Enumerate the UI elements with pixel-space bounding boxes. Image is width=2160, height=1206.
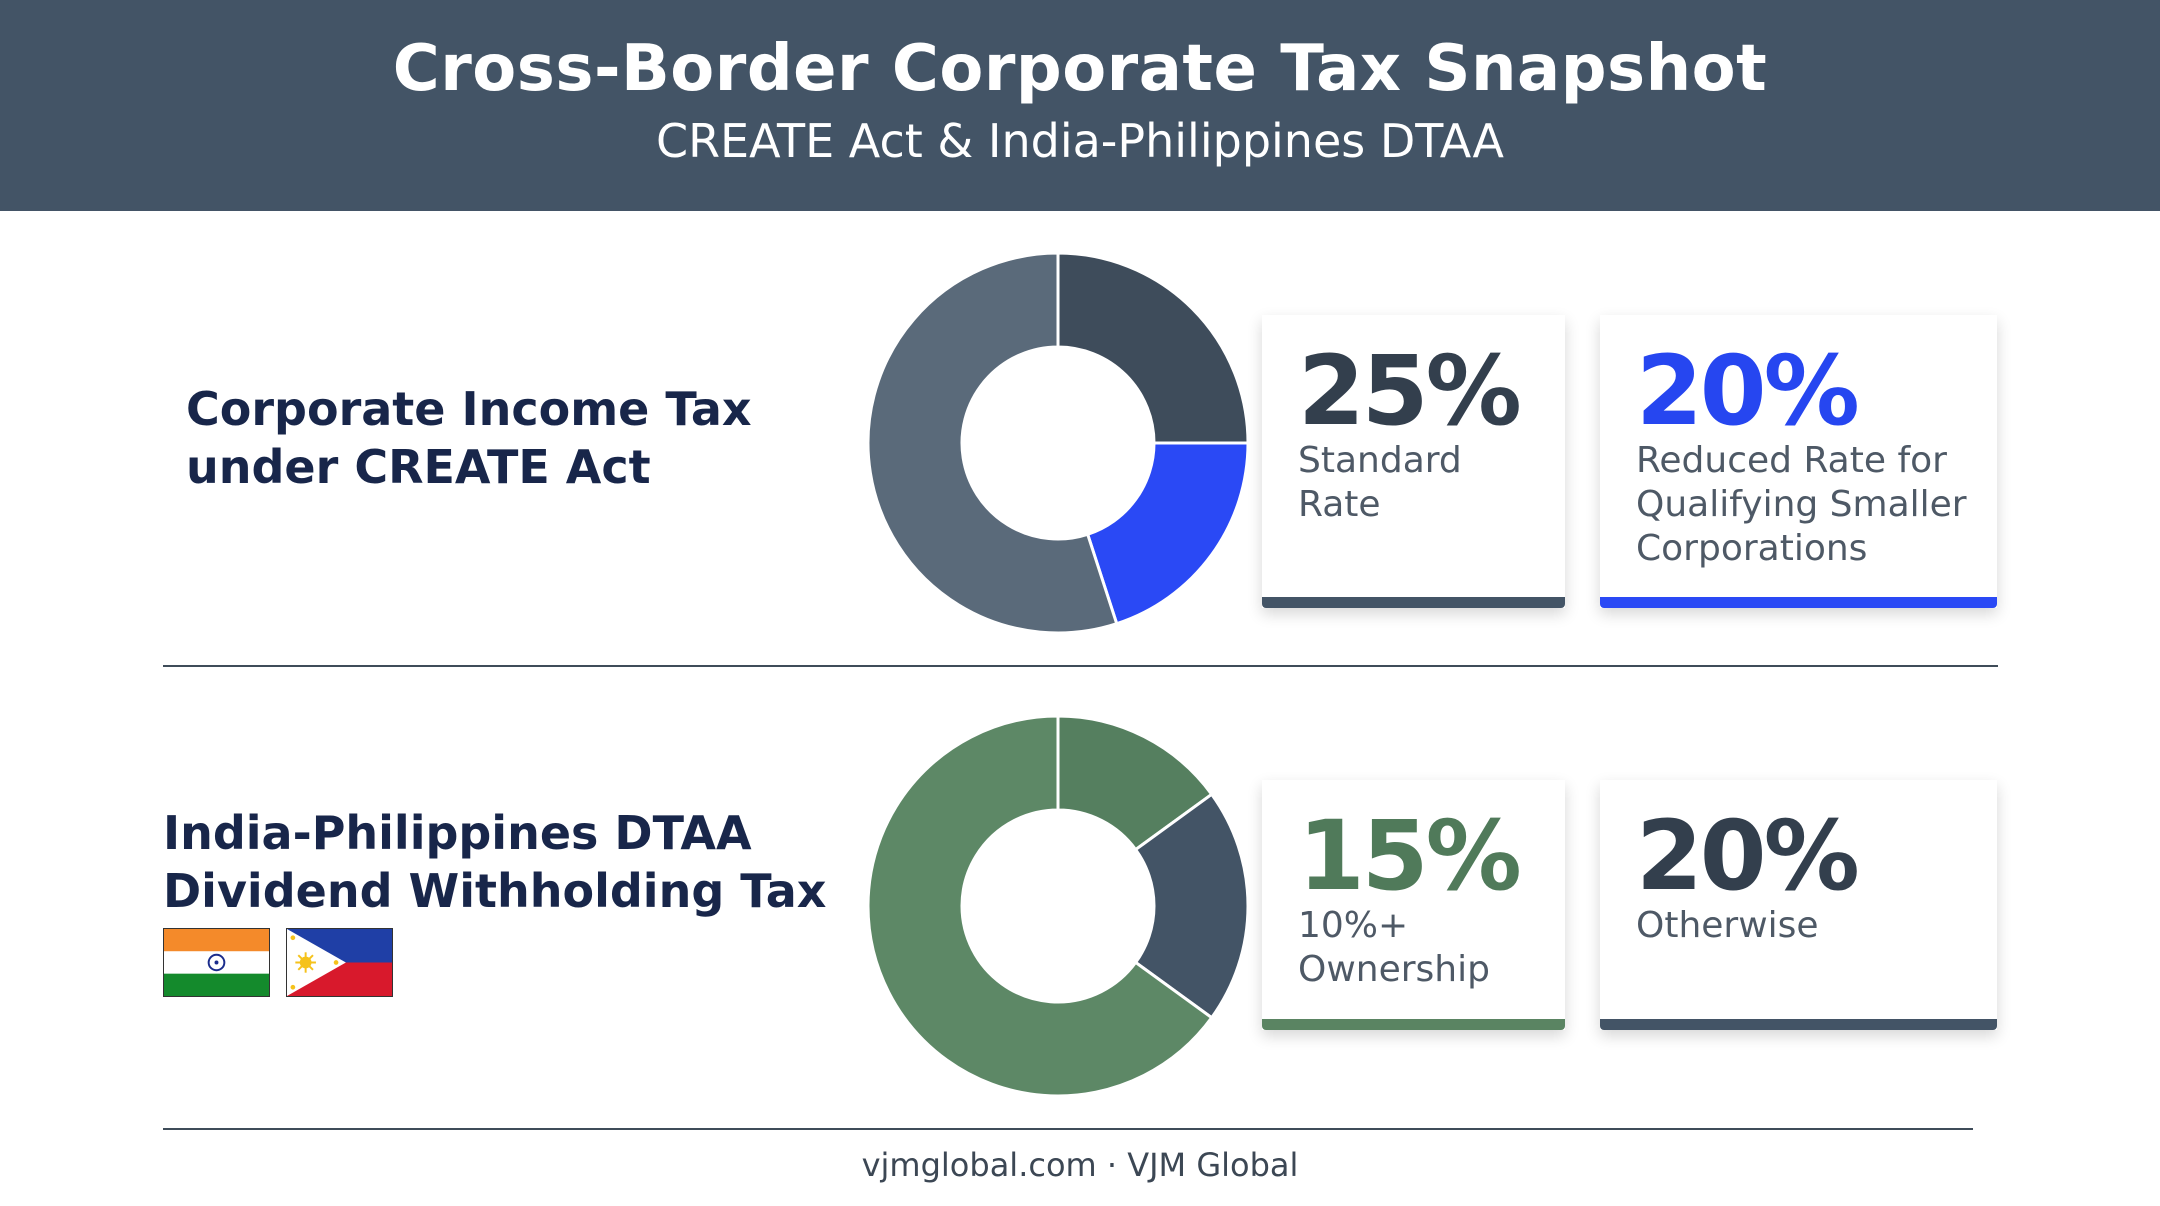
footer-divider (163, 1128, 1973, 1130)
donut-slice (866, 251, 1119, 635)
card-value: 25% (1298, 335, 1522, 447)
section-divider (163, 665, 1998, 667)
card-description: Reduced Rate for Qualifying Smaller Corp… (1636, 439, 1979, 571)
card-value: 20% (1636, 800, 1860, 912)
donut-slice (1085, 441, 1250, 626)
card-desc-line: Rate (1298, 484, 1381, 525)
card-description: Otherwise (1636, 904, 1979, 948)
header-banner: Cross-Border Corporate Tax Snapshot CREA… (0, 0, 2160, 211)
card-desc-line: Otherwise (1636, 905, 1819, 946)
donut-chart-dtaa (866, 714, 1250, 1098)
card-accent-bar (1262, 1019, 1565, 1030)
page-subtitle: CREATE Act & India-Philippines DTAA (655, 114, 1505, 168)
section-label-line: Corporate Income Tax (186, 382, 752, 436)
card-accent-bar (1262, 597, 1565, 608)
card-value: 20% (1636, 335, 1860, 447)
card-reduced-rate: 20% Reduced Rate for Qualifying Smaller … (1600, 315, 1997, 608)
card-ownership-rate: 15% 10%+ Ownership (1262, 780, 1565, 1030)
page-title: Cross-Border Corporate Tax Snapshot (392, 32, 1768, 106)
card-desc-line: Qualifying Smaller (1636, 484, 1967, 525)
section-label-dtaa: India-Philippines DTAA Dividend Withhold… (163, 804, 826, 920)
section-label-line: Dividend Withholding Tax (163, 864, 827, 918)
card-description: Standard Rate (1298, 439, 1547, 527)
card-desc-line: 10%+ (1298, 905, 1409, 946)
donut-slice (866, 714, 1214, 1098)
india-flag-icon (163, 928, 270, 997)
card-otherwise-rate: 20% Otherwise (1600, 780, 1997, 1030)
footer-credit: vjmglobal.com · VJM Global (861, 1146, 1299, 1184)
donut-slice (1056, 251, 1250, 445)
card-desc-line: Ownership (1298, 949, 1490, 990)
card-description: 10%+ Ownership (1298, 904, 1547, 992)
card-desc-line: Corporations (1636, 528, 1868, 569)
section-label-line: India-Philippines DTAA (163, 806, 752, 860)
card-accent-bar (1600, 597, 1997, 608)
card-value: 15% (1298, 800, 1522, 912)
donut-slice (1133, 792, 1250, 1020)
card-accent-bar (1600, 1019, 1997, 1030)
card-standard-rate: 25% Standard Rate (1262, 315, 1565, 608)
section-label-line: under CREATE Act (186, 440, 651, 494)
philippines-flag-icon (286, 928, 393, 997)
section-label-cit: Corporate Income Tax under CREATE Act (186, 380, 752, 496)
donut-chart-cit (866, 251, 1250, 635)
card-desc-line: Reduced Rate for (1636, 440, 1947, 481)
card-desc-line: Standard (1298, 440, 1462, 481)
